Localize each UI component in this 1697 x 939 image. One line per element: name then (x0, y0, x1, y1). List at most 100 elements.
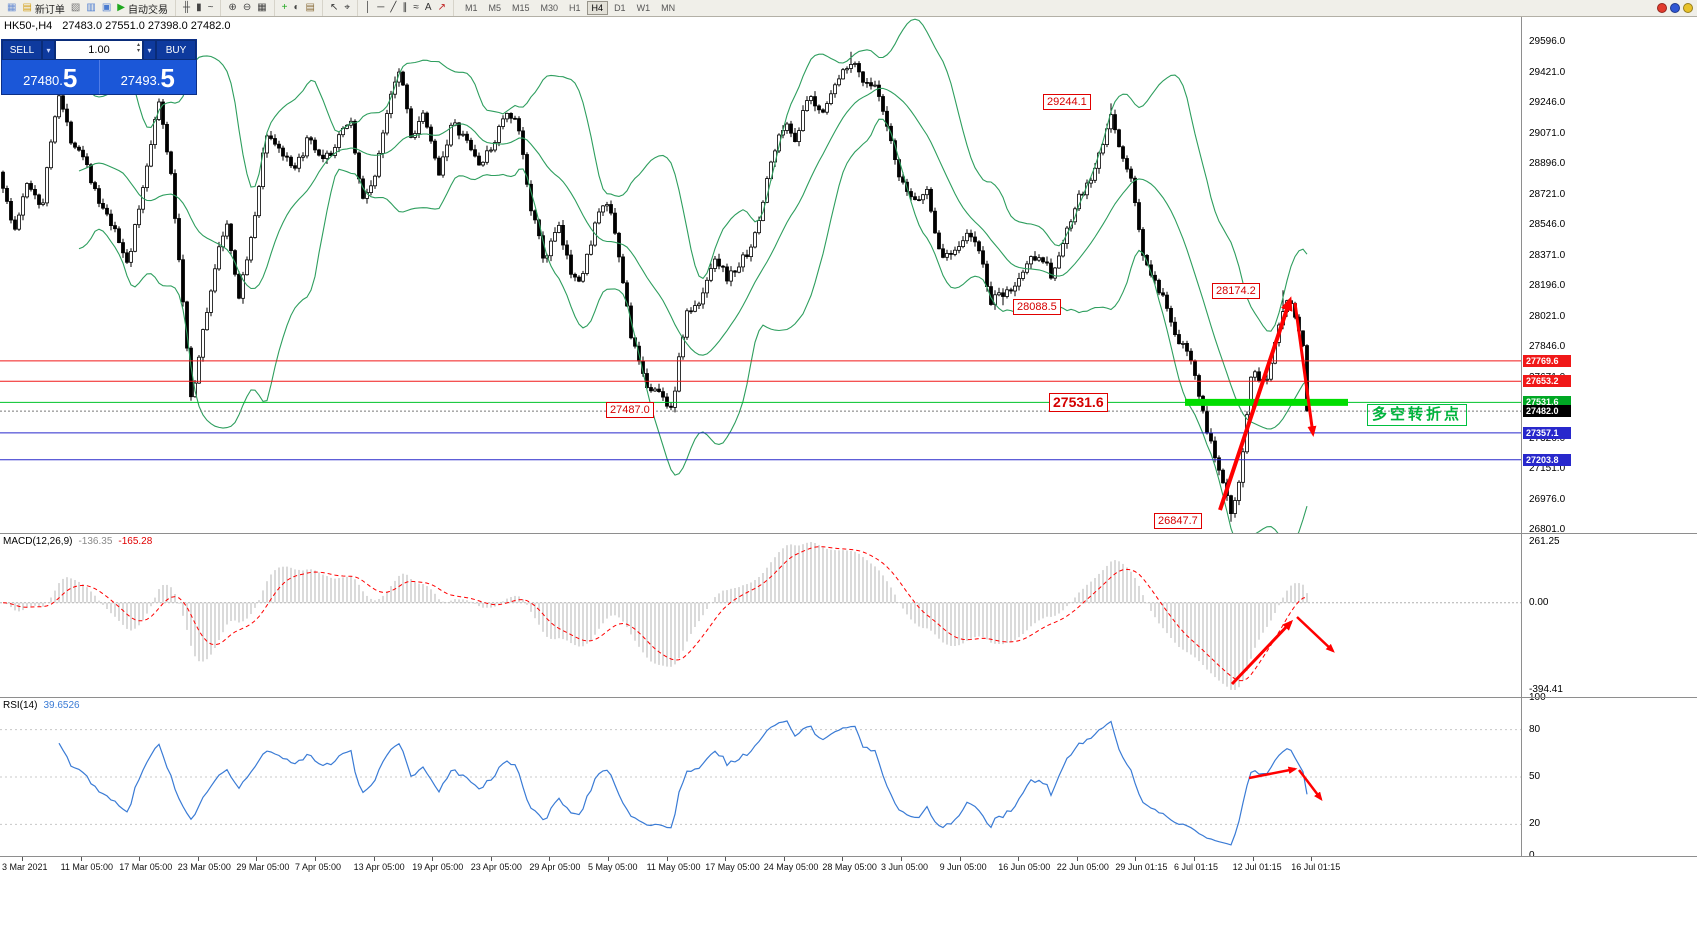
sell-caret-icon[interactable]: ▾ (42, 40, 55, 60)
status-dot-blue (1670, 3, 1680, 13)
vertical-line-button[interactable]: │ (362, 1, 374, 16)
new-chart-button[interactable]: ▦ (4, 1, 19, 16)
spin-up-icon[interactable]: ▴ (136, 42, 140, 48)
templates-button[interactable]: ▤ (303, 1, 318, 16)
candlestick-type-icon: ▮ (196, 2, 202, 13)
macd-main-value: -136.35 (78, 536, 113, 547)
macd-panel[interactable]: MACD(12,26,9) -136.35 -165.28 (0, 534, 1521, 697)
price-axis[interactable]: 29596.0 29421.0 29246.0 29071.0 28896.0 28721… (1521, 17, 1697, 861)
timeframe-w1-button[interactable]: W1 (636, 3, 651, 13)
spin-down-icon[interactable]: ▾ (136, 48, 140, 54)
zoom-out-button[interactable]: ⊖ (240, 1, 254, 16)
rsi-chart[interactable] (0, 698, 1521, 856)
horizontal-line-icon: ─ (377, 2, 385, 13)
time-axis-label: 9 Jun 05:00 (939, 862, 987, 872)
rsi-panel-separator[interactable] (0, 697, 1697, 698)
trendline-button[interactable]: ╱ (387, 1, 399, 16)
bollinger-upper-band[interactable] (78, 18, 1308, 332)
trend-arrow[interactable] (1293, 302, 1317, 437)
equidistant-channel-icon: ∥ (402, 2, 408, 13)
sell-button[interactable]: SELL (2, 40, 42, 60)
tile-windows-button[interactable]: ▦ (254, 1, 269, 16)
fibonacci-button[interactable]: ≈ (410, 1, 422, 16)
volume-spinner[interactable]: ▴ ▾ (137, 42, 140, 54)
volume-input[interactable]: 1.00 ▴ ▾ (55, 40, 143, 60)
chart-title-readout: HK50-,H4 27483.0 27551.0 27398.0 27482.0 (4, 20, 231, 32)
rsi-value: 39.6526 (43, 700, 80, 711)
time-axis-tick (725, 857, 727, 861)
trend-arrow[interactable] (1218, 296, 1293, 511)
price-annotation[interactable]: 27487.0 (606, 402, 654, 418)
buy-price-main: 27493. (120, 73, 161, 88)
price-axis-label: 26801.0 (1529, 524, 1566, 535)
timeframe-m1-button[interactable]: M1 (464, 3, 478, 13)
rsi-panel[interactable]: RSI(14) 39.6526 (0, 698, 1521, 856)
arrows-icon: ↗ (437, 2, 446, 13)
data-window-icon: ▣ (101, 2, 112, 13)
indicators-icon: + (281, 2, 288, 13)
timeframe-d1-button[interactable]: D1 (614, 3, 626, 13)
timeframe-h1-button[interactable]: H1 (569, 3, 581, 13)
time-axis-label: 24 May 05:00 (763, 862, 819, 872)
time-axis-label: 19 Apr 05:00 (412, 862, 464, 872)
periods-button[interactable]: ◐ (291, 1, 303, 16)
time-axis[interactable]: 3 Mar 2021 11 Mar 05:00 17 Mar 05:00 23 Mar… (0, 856, 1697, 882)
time-axis-label: 6 Jul 01:15 (1174, 862, 1219, 872)
line-chart-type-button[interactable]: ~ (205, 1, 217, 16)
time-axis-tick (783, 857, 785, 861)
text-button[interactable]: A (422, 1, 435, 16)
zoom-out-icon: ⊖ (242, 2, 252, 13)
timeframe-mn-button[interactable]: MN (661, 3, 676, 13)
sell-price-display[interactable]: 27480. 5 (2, 60, 99, 94)
data-window-button[interactable]: ▣ (99, 1, 114, 16)
timeframe-m30-button[interactable]: M30 (540, 3, 559, 13)
buy-price-display[interactable]: 27493. 5 (98, 60, 197, 94)
templates-icon: ▤ (305, 2, 315, 13)
buy-button[interactable]: BUY (156, 40, 196, 60)
horizontal-line-button[interactable]: ─ (374, 1, 387, 16)
bollinger-lower-band[interactable] (78, 118, 1308, 533)
buy-price-fraction: 5 (160, 63, 175, 93)
chart-profiles-button[interactable]: ▧ (68, 1, 83, 16)
equidistant-channel-button[interactable]: ∥ (399, 1, 410, 16)
rsi-arrow[interactable] (1248, 766, 1298, 780)
buy-caret-icon[interactable]: ▾ (143, 40, 156, 60)
candles-layer (1, 51, 1309, 522)
candlestick-type-button[interactable]: ▮ (193, 1, 205, 16)
bar-chart-type-button[interactable]: ╫ (180, 1, 193, 16)
macd-signal-value: -165.28 (118, 536, 153, 547)
time-axis-label: 16 Jun 05:00 (998, 862, 1051, 872)
arrows-button[interactable]: ↗ (435, 1, 449, 16)
candlestick-chart[interactable] (0, 17, 1521, 533)
time-axis-tick (80, 857, 82, 861)
macd-arrow[interactable] (1230, 619, 1294, 686)
time-axis-label: 13 Apr 05:00 (353, 862, 405, 872)
price-axis-label: 100 (1529, 692, 1546, 704)
price-axis-label: 261.25 (1529, 536, 1560, 547)
bar-chart-type-icon: ╫ (182, 2, 191, 13)
price-annotation[interactable]: 28174.2 (1212, 283, 1260, 299)
timeframe-m5-button[interactable]: M5 (488, 3, 501, 13)
macd-panel-separator[interactable] (0, 533, 1697, 534)
macd-arrow[interactable] (1296, 616, 1335, 653)
crosshair-button[interactable]: ⌖ (341, 1, 353, 16)
price-annotation[interactable]: 27531.6 (1049, 393, 1108, 412)
new-order-button[interactable]: ▤ 新订单 (19, 1, 67, 16)
price-annotation[interactable]: 26847.7 (1154, 513, 1202, 529)
timeframe-h4-button[interactable]: H4 (586, 1, 609, 15)
turning-point-label[interactable]: 多空转折点 (1367, 404, 1468, 426)
indicators-button[interactable]: + (279, 1, 291, 16)
auto-trading-button[interactable]: ▶ 自动交易 (114, 1, 171, 16)
timeframe-m15-button[interactable]: M15 (512, 3, 530, 13)
rsi-arrow[interactable] (1298, 769, 1323, 801)
time-axis-tick (901, 857, 902, 861)
price-annotation[interactable]: 28088.5 (1013, 299, 1061, 315)
macd-chart[interactable] (0, 534, 1521, 697)
price-chart-panel[interactable]: HK50-,H4 27483.0 27551.0 27398.0 27482.0… (0, 17, 1521, 533)
zoom-in-button[interactable]: ⊕ (225, 1, 239, 16)
cursor-button[interactable]: ↖ (327, 1, 341, 16)
market-watch-button[interactable]: ▥ (83, 1, 98, 16)
fibonacci-icon: ≈ (413, 2, 419, 13)
price-annotation[interactable]: 29244.1 (1043, 94, 1091, 110)
bollinger-middle-band[interactable] (78, 87, 1308, 430)
